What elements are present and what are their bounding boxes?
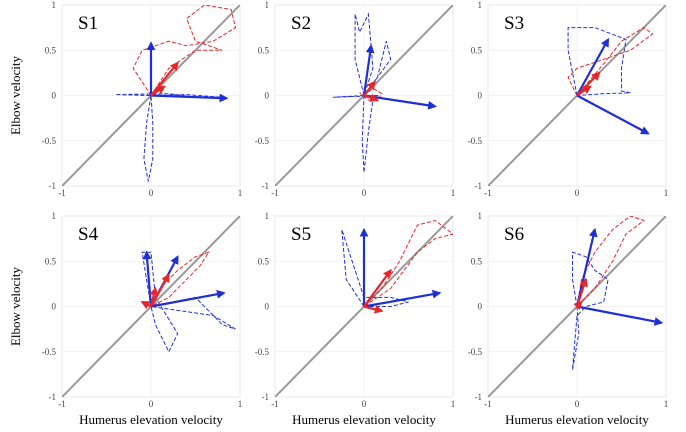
y-tick-label: -0.5 xyxy=(468,136,483,146)
velocity-curve xyxy=(332,12,392,173)
y-tick-label: -0.5 xyxy=(255,347,270,357)
vector-arrow xyxy=(142,250,153,307)
y-tick-label: 0.5 xyxy=(258,45,270,55)
velocity-curve xyxy=(567,26,654,96)
y-tick-label: 0 xyxy=(478,302,483,312)
vector-arrow xyxy=(149,286,159,307)
vector-arrow xyxy=(575,227,598,307)
panel: -1 0 1 -1 -0.5 0 0.5 1 S3 xyxy=(468,0,669,198)
x-tick-label: 1 xyxy=(238,399,243,409)
y-tick-label: 0.5 xyxy=(471,45,483,55)
plot-content xyxy=(62,216,240,397)
x-tick-label: -1 xyxy=(58,188,66,198)
y-tick-label: -1 xyxy=(475,181,483,191)
x-tick-label: 0 xyxy=(149,399,154,409)
y-tick-label: 0.5 xyxy=(45,256,57,266)
panel-title: S5 xyxy=(291,224,311,245)
vector-arrow xyxy=(150,289,226,308)
x-tick-label: -1 xyxy=(484,399,492,409)
velocity-curve xyxy=(576,216,645,307)
panel: -1 0 1 -1 -0.5 0 0.5 1 S4 Humerus elevation veloc… xyxy=(8,211,242,427)
x-tick-label: 1 xyxy=(664,399,669,409)
x-tick-label: 1 xyxy=(451,188,456,198)
y-tick-label: 0.5 xyxy=(471,256,483,266)
x-tick-label: 1 xyxy=(451,399,456,409)
vector-arrow xyxy=(363,305,384,314)
panel: -1 0 1 -1 -0.5 0 0.5 1 S5 Humerus elevation veloc… xyxy=(255,211,456,427)
plot-content xyxy=(488,5,666,186)
x-tick-label: 0 xyxy=(149,188,154,198)
vector-arrow xyxy=(150,85,166,97)
panel-title: S2 xyxy=(291,13,311,34)
y-tick-label: -1 xyxy=(49,392,57,402)
x-tick-label: 0 xyxy=(362,399,367,409)
y-tick-label: -0.5 xyxy=(42,347,57,357)
vector-arrow xyxy=(150,61,179,97)
y-tick-label: 0.5 xyxy=(258,256,270,266)
x-tick-label: -1 xyxy=(271,399,279,409)
panel: -1 0 1 -1 -0.5 0 0.5 1 S2 xyxy=(255,0,456,198)
x-tick-label: -1 xyxy=(484,188,492,198)
vector-arrow xyxy=(573,300,583,311)
panel-title: S3 xyxy=(504,13,524,34)
velocity-curve xyxy=(363,219,453,307)
velocity-curve xyxy=(572,251,609,370)
vector-arrow xyxy=(363,80,376,97)
x-tick-label: -1 xyxy=(271,188,279,198)
plot-content xyxy=(275,216,453,397)
vector-arrow xyxy=(363,93,380,102)
y-axis-label: Elbow velocity xyxy=(8,55,23,135)
vector-arrow xyxy=(150,93,229,103)
panel: -1 0 1 -1 -0.5 0 0.5 1 S6 Humerus elevation veloc… xyxy=(468,211,669,427)
y-axis-label: Elbow velocity xyxy=(8,266,23,346)
y-tick-label: 1 xyxy=(265,211,270,221)
x-axis-label: Humerus elevation velocity xyxy=(505,412,649,427)
plot-content xyxy=(275,5,453,186)
vector-arrow xyxy=(576,85,592,97)
velocity-curve xyxy=(567,27,631,96)
y-tick-label: -1 xyxy=(262,392,270,402)
y-tick-label: -1 xyxy=(49,181,57,191)
y-tick-label: 0.5 xyxy=(45,45,57,55)
y-tick-label: 1 xyxy=(52,0,57,10)
x-axis-label: Humerus elevation velocity xyxy=(292,412,436,427)
x-tick-label: 0 xyxy=(575,188,580,198)
panel-title: S4 xyxy=(78,224,99,245)
plot-content xyxy=(62,5,240,186)
y-tick-label: 0 xyxy=(265,302,270,312)
y-tick-label: -1 xyxy=(475,392,483,402)
panel-title: S6 xyxy=(504,224,524,245)
y-tick-label: -0.5 xyxy=(42,136,57,146)
x-tick-label: 1 xyxy=(664,188,669,198)
panel: -1 0 1 -1 -0.5 0 0.5 1 S1 Elbow velocity xyxy=(8,0,242,198)
panel-title: S1 xyxy=(78,13,98,34)
x-axis-label: Humerus elevation velocity xyxy=(79,412,223,427)
vector-arrow xyxy=(140,300,152,310)
x-tick-label: -1 xyxy=(58,399,66,409)
x-tick-label: 0 xyxy=(575,399,580,409)
y-tick-label: -0.5 xyxy=(468,347,483,357)
vector-arrow xyxy=(362,43,375,96)
y-tick-label: 0 xyxy=(478,91,483,101)
x-tick-label: 1 xyxy=(238,188,243,198)
y-tick-label: 1 xyxy=(265,0,270,10)
y-tick-label: 0 xyxy=(265,91,270,101)
y-tick-label: 1 xyxy=(478,0,483,10)
y-tick-label: 1 xyxy=(478,211,483,221)
plot-content xyxy=(488,216,666,397)
vector-arrow xyxy=(363,289,442,308)
vector-arrow xyxy=(363,268,392,308)
vector-arrow xyxy=(150,273,170,308)
y-tick-label: 0 xyxy=(52,302,57,312)
vector-arrow xyxy=(576,94,650,135)
y-tick-label: -0.5 xyxy=(255,136,270,146)
x-tick-label: 0 xyxy=(362,188,367,198)
y-tick-label: -1 xyxy=(262,181,270,191)
vector-arrow xyxy=(576,305,664,326)
y-tick-label: 0 xyxy=(52,91,57,101)
y-tick-label: 1 xyxy=(52,211,57,221)
